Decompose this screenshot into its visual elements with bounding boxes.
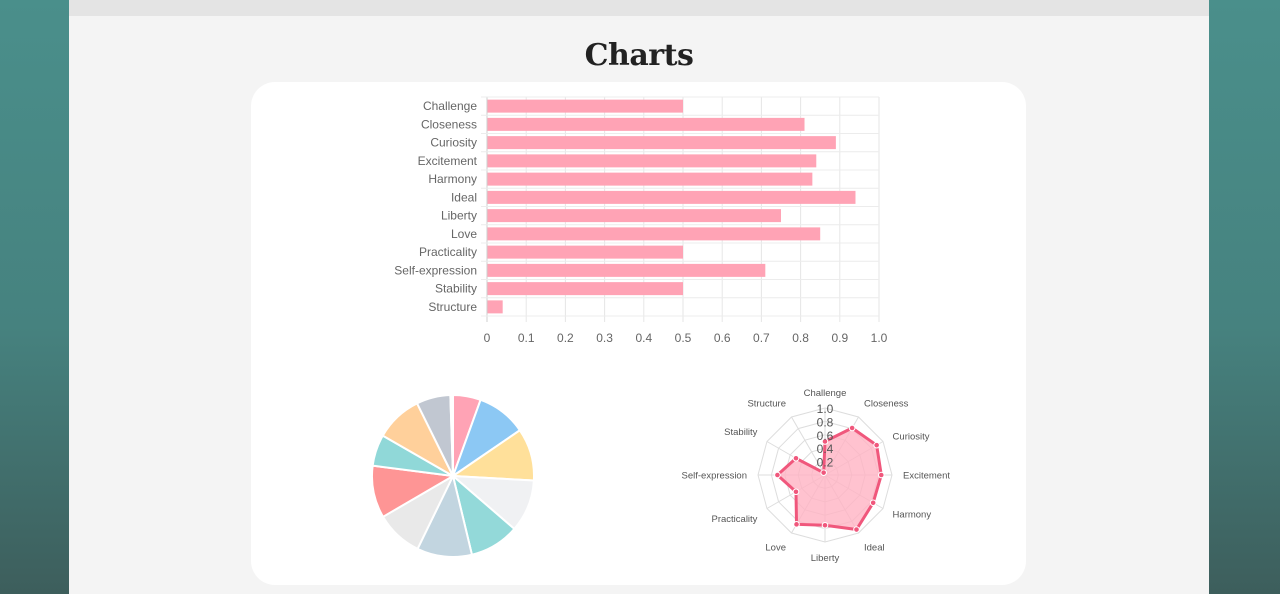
- x-tick-label: 0.4: [635, 331, 652, 345]
- radar-point: [792, 454, 800, 462]
- radar-point: [821, 438, 829, 445]
- radar-point: [877, 471, 885, 479]
- radar-point: [792, 488, 800, 496]
- radar-category-label: Structure: [747, 398, 786, 409]
- top-bar: [69, 0, 1209, 16]
- bar: [487, 117, 805, 131]
- radar-category-label: Challenge: [804, 388, 847, 399]
- radar-point: [793, 521, 800, 528]
- radar-tick-label: 1.0: [817, 402, 834, 416]
- radar-point: [853, 526, 860, 533]
- radar-category-label: Curiosity: [893, 432, 930, 443]
- radar-tick-label: 0.2: [817, 456, 834, 470]
- radar-category-label: Love: [765, 543, 786, 554]
- x-tick-label: 1.0: [871, 331, 888, 345]
- category-label: Structure: [428, 300, 477, 314]
- category-label: Liberty: [441, 209, 477, 223]
- radar-category-label: Ideal: [864, 543, 885, 554]
- radar-point: [821, 521, 829, 529]
- radar-category-label: Stability: [724, 427, 758, 438]
- x-tick-label: 0.9: [831, 331, 848, 345]
- bar: [487, 209, 781, 223]
- x-tick-label: 0.3: [596, 331, 613, 345]
- bar: [487, 190, 856, 204]
- x-tick-label: 0.2: [557, 331, 574, 345]
- category-label: Self-expression: [394, 263, 477, 277]
- bar: [487, 263, 766, 277]
- radar-point: [869, 499, 877, 507]
- page-title: Charts: [584, 38, 694, 73]
- radar-category-label: Practicality: [712, 514, 758, 525]
- category-label: Stability: [435, 282, 477, 296]
- bar: [487, 154, 817, 168]
- radar-point: [848, 424, 856, 432]
- bar: [487, 99, 683, 113]
- category-label: Love: [451, 227, 477, 241]
- radar-category-label: Excitement: [903, 471, 950, 482]
- radar-category-label: Liberty: [811, 553, 840, 564]
- radar-point: [774, 471, 781, 479]
- x-tick-label: 0.5: [675, 331, 692, 345]
- bar: [487, 300, 503, 314]
- category-label: Harmony: [428, 172, 477, 186]
- radar-category-label: Self-expression: [682, 471, 747, 482]
- category-label: Closeness: [421, 117, 477, 131]
- pie-slice: [449, 393, 454, 477]
- radar-category-label: Closeness: [864, 398, 909, 409]
- radar-spoke: [791, 416, 826, 476]
- category-label: Challenge: [423, 99, 477, 113]
- x-tick-label: 0.1: [518, 331, 535, 345]
- bar: [487, 245, 683, 259]
- bar: [487, 282, 683, 296]
- radar-tick-label: 0.6: [817, 429, 834, 443]
- x-tick-label: 0.6: [714, 331, 731, 345]
- category-label: Excitement: [418, 154, 478, 168]
- x-tick-label: 0: [484, 331, 491, 345]
- radar-tick-label: 0.4: [817, 442, 834, 456]
- radar-point: [873, 441, 880, 449]
- bar: [487, 227, 821, 241]
- bar: [487, 136, 836, 150]
- bar: [487, 172, 813, 186]
- category-label: Curiosity: [430, 136, 477, 150]
- category-label: Ideal: [451, 190, 477, 204]
- x-tick-label: 0.8: [792, 331, 809, 345]
- category-label: Practicality: [419, 245, 477, 259]
- radar-category-label: Harmony: [893, 510, 932, 521]
- x-tick-label: 0.7: [753, 331, 770, 345]
- radar-point: [820, 469, 827, 476]
- radar-tick-label: 0.8: [817, 415, 834, 429]
